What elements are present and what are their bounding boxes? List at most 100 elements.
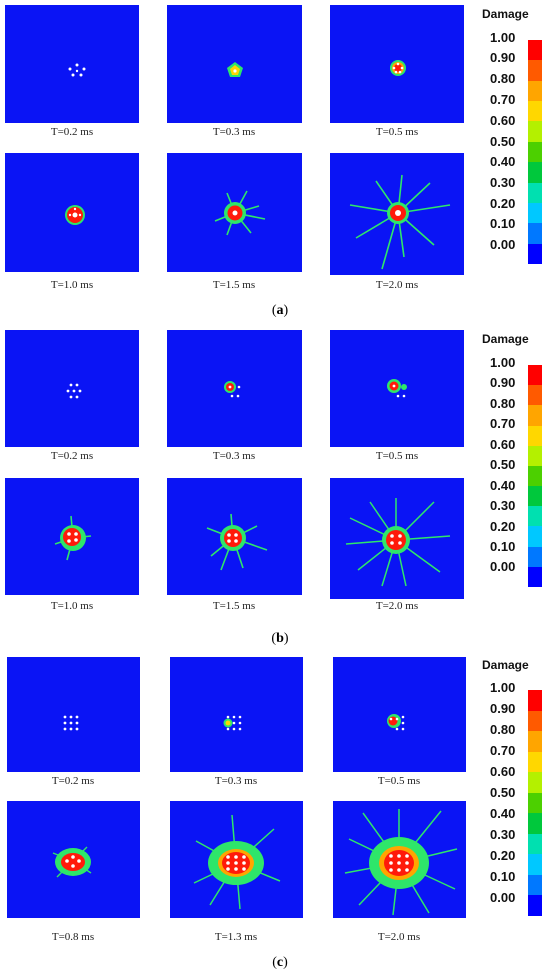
colorbar-a (528, 40, 542, 265)
colorbar-swatch (528, 833, 542, 855)
damage-plot-b4 (54, 515, 92, 561)
damage-panel-c6 (333, 801, 466, 918)
caption-b5: T=1.5 ms (212, 600, 256, 612)
damage-plot-a1 (68, 63, 86, 77)
damage-plot-a3 (390, 60, 406, 76)
damage-plot-a4 (65, 205, 85, 225)
damage-panel-b1 (5, 330, 139, 447)
tick-040: 0.40 (490, 154, 516, 169)
caption-c3: T=0.5 ms (377, 775, 421, 787)
damage-plot-c5 (193, 814, 281, 910)
colorbar-swatch (528, 813, 542, 835)
tick-030: 0.30 (490, 498, 516, 513)
caption-a3: T=0.5 ms (375, 126, 419, 138)
damage-panel-b2 (167, 330, 302, 447)
caption-c4: T=0.8 ms (51, 931, 95, 943)
tick-010: 0.10 (490, 216, 516, 231)
caption-a6: T=2.0 ms (375, 279, 419, 291)
damage-panel-a5 (167, 153, 302, 272)
caption-c5: T=1.3 ms (214, 931, 258, 943)
colorbar-c (528, 690, 542, 917)
tick-070: 0.70 (490, 92, 516, 107)
damage-plot-c4 (52, 846, 92, 878)
tick-010: 0.10 (490, 869, 516, 884)
subfigure-label-b: (b) (271, 631, 289, 646)
colorbar-swatch (528, 895, 542, 917)
damage-panel-b3 (330, 330, 464, 447)
tick-030: 0.30 (490, 827, 516, 842)
damage-plot-c3 (387, 714, 405, 731)
caption-c2: T=0.3 ms (214, 775, 258, 787)
damage-plot-b6 (345, 498, 451, 587)
tick-090: 0.90 (490, 375, 516, 390)
tick-020: 0.20 (490, 196, 516, 211)
colorbar-swatch (528, 202, 542, 224)
caption-b3: T=0.5 ms (375, 450, 419, 462)
damage-panel-a2 (167, 5, 302, 123)
legend-title-a: Damage (482, 7, 529, 21)
colorbar-swatch (528, 405, 542, 427)
damage-plot-a2 (227, 62, 243, 77)
tick-060: 0.60 (490, 113, 516, 128)
subfigure-label-c: (c) (272, 955, 288, 970)
tick-060: 0.60 (490, 764, 516, 779)
damage-plot-a5 (214, 190, 266, 236)
damage-panel-a6 (330, 153, 464, 275)
colorbar-swatch (528, 772, 542, 794)
damage-panel-c2 (170, 657, 303, 772)
tick-090: 0.90 (490, 50, 516, 65)
tick-050: 0.50 (490, 134, 516, 149)
colorbar-swatch (528, 731, 542, 753)
legend-title-c: Damage (482, 658, 529, 672)
colorbar-swatch (528, 526, 542, 548)
caption-b2: T=0.3 ms (212, 450, 256, 462)
tick-030: 0.30 (490, 175, 516, 190)
damage-panel-b6 (330, 478, 464, 599)
colorbar-swatch (528, 385, 542, 406)
damage-panel-a4 (5, 153, 139, 272)
colorbar-swatch (528, 121, 542, 143)
colorbar-swatch (528, 223, 542, 245)
colorbar-swatch (528, 243, 542, 265)
tick-040: 0.40 (490, 806, 516, 821)
damage-panel-c5 (170, 801, 303, 918)
damage-plot-c6 (344, 809, 458, 916)
caption-b4: T=1.0 ms (50, 600, 94, 612)
colorbar-swatch (528, 486, 542, 507)
colorbar-swatch (528, 854, 542, 876)
caption-a5: T=1.5 ms (212, 279, 256, 291)
colorbar-swatch (528, 365, 542, 386)
colorbar-swatch (528, 751, 542, 773)
damage-panel-c4 (7, 801, 140, 918)
tick-100: 1.00 (490, 30, 516, 45)
tick-000: 0.00 (490, 559, 516, 574)
tick-050: 0.50 (490, 785, 516, 800)
damage-plot-c2 (223, 715, 242, 731)
colorbar-swatch (528, 792, 542, 814)
colorbar-swatch (528, 506, 542, 527)
tick-100: 1.00 (490, 355, 516, 370)
damage-panel-c3 (333, 657, 466, 772)
legend-title-b: Damage (482, 332, 529, 346)
colorbar-swatch (528, 546, 542, 568)
colorbar-swatch (528, 101, 542, 122)
subfigure-label-a: (a) (271, 303, 289, 318)
tick-040: 0.40 (490, 478, 516, 493)
colorbar-swatch (528, 40, 542, 61)
tick-070: 0.70 (490, 416, 516, 431)
tick-100: 1.00 (490, 680, 516, 695)
colorbar-swatch (528, 141, 542, 163)
tick-020: 0.20 (490, 848, 516, 863)
tick-020: 0.20 (490, 519, 516, 534)
tick-050: 0.50 (490, 457, 516, 472)
damage-panel-c1 (7, 657, 140, 772)
tick-080: 0.80 (490, 71, 516, 86)
colorbar-swatch (528, 425, 542, 447)
caption-a4: T=1.0 ms (50, 279, 94, 291)
damage-panel-b5 (167, 478, 302, 595)
colorbar-swatch (528, 710, 542, 732)
damage-panel-a3 (330, 5, 464, 123)
caption-c1: T=0.2 ms (51, 775, 95, 787)
caption-b6: T=2.0 ms (375, 600, 419, 612)
caption-a1: T=0.2 ms (50, 126, 94, 138)
